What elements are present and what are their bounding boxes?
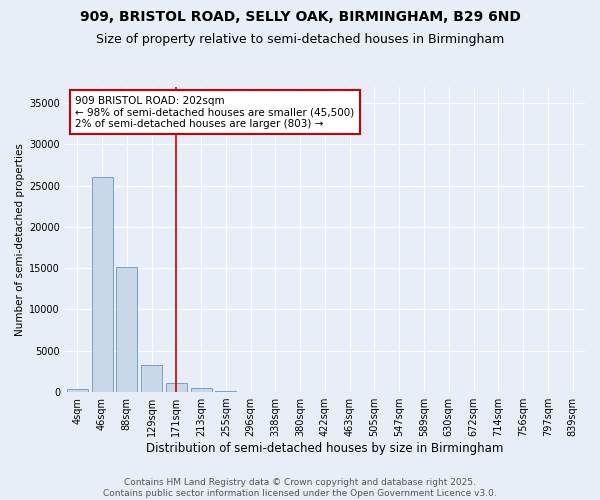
Bar bbox=[116, 268, 137, 392]
Bar bbox=[166, 383, 187, 392]
Y-axis label: Number of semi-detached properties: Number of semi-detached properties bbox=[15, 143, 25, 336]
Bar bbox=[191, 388, 212, 392]
Text: Contains HM Land Registry data © Crown copyright and database right 2025.
Contai: Contains HM Land Registry data © Crown c… bbox=[103, 478, 497, 498]
Text: Size of property relative to semi-detached houses in Birmingham: Size of property relative to semi-detach… bbox=[96, 32, 504, 46]
Text: 909, BRISTOL ROAD, SELLY OAK, BIRMINGHAM, B29 6ND: 909, BRISTOL ROAD, SELLY OAK, BIRMINGHAM… bbox=[80, 10, 520, 24]
Text: 909 BRISTOL ROAD: 202sqm
← 98% of semi-detached houses are smaller (45,500)
2% o: 909 BRISTOL ROAD: 202sqm ← 98% of semi-d… bbox=[76, 96, 355, 129]
Bar bbox=[92, 176, 113, 392]
Bar bbox=[141, 365, 162, 392]
Bar bbox=[67, 389, 88, 392]
X-axis label: Distribution of semi-detached houses by size in Birmingham: Distribution of semi-detached houses by … bbox=[146, 442, 503, 455]
Bar bbox=[215, 391, 236, 392]
